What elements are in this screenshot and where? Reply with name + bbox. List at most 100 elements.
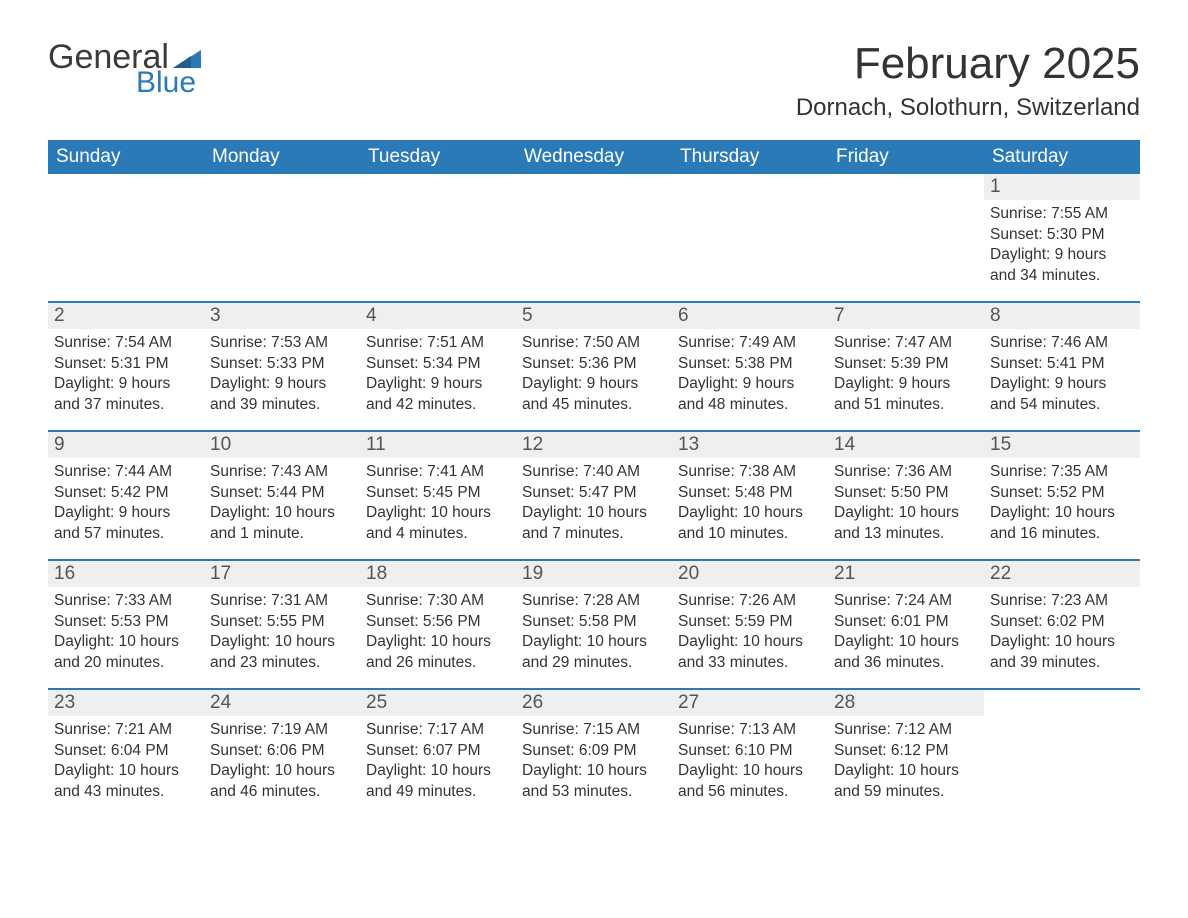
day-content: Sunrise: 7:30 AMSunset: 5:56 PMDaylight:… xyxy=(360,587,516,679)
calendar-cell: 9Sunrise: 7:44 AMSunset: 5:42 PMDaylight… xyxy=(48,432,204,560)
day-content: Sunrise: 7:54 AMSunset: 5:31 PMDaylight:… xyxy=(48,329,204,421)
day-content: Sunrise: 7:28 AMSunset: 5:58 PMDaylight:… xyxy=(516,587,672,679)
day-content: Sunrise: 7:33 AMSunset: 5:53 PMDaylight:… xyxy=(48,587,204,679)
brand-blue: Blue xyxy=(136,68,201,98)
day-content: Sunrise: 7:44 AMSunset: 5:42 PMDaylight:… xyxy=(48,458,204,550)
weekday-header: Tuesday xyxy=(360,140,516,174)
calendar-cell: 28Sunrise: 7:12 AMSunset: 6:12 PMDayligh… xyxy=(828,690,984,818)
day-number: 11 xyxy=(360,432,516,458)
weekday-header: Wednesday xyxy=(516,140,672,174)
calendar-cell xyxy=(360,174,516,302)
day-content: Sunrise: 7:12 AMSunset: 6:12 PMDaylight:… xyxy=(828,716,984,808)
calendar-week: 2Sunrise: 7:54 AMSunset: 5:31 PMDaylight… xyxy=(48,303,1140,431)
day-number xyxy=(204,174,360,200)
calendar-cell: 27Sunrise: 7:13 AMSunset: 6:10 PMDayligh… xyxy=(672,690,828,818)
calendar-week: 16Sunrise: 7:33 AMSunset: 5:53 PMDayligh… xyxy=(48,561,1140,689)
calendar-cell: 7Sunrise: 7:47 AMSunset: 5:39 PMDaylight… xyxy=(828,303,984,431)
day-number xyxy=(516,174,672,200)
day-number xyxy=(672,174,828,200)
day-content: Sunrise: 7:53 AMSunset: 5:33 PMDaylight:… xyxy=(204,329,360,421)
day-content: Sunrise: 7:55 AMSunset: 5:30 PMDaylight:… xyxy=(984,200,1140,292)
day-number: 3 xyxy=(204,303,360,329)
calendar-cell: 13Sunrise: 7:38 AMSunset: 5:48 PMDayligh… xyxy=(672,432,828,560)
day-content: Sunrise: 7:49 AMSunset: 5:38 PMDaylight:… xyxy=(672,329,828,421)
day-content: Sunrise: 7:40 AMSunset: 5:47 PMDaylight:… xyxy=(516,458,672,550)
calendar-table: Sunday Monday Tuesday Wednesday Thursday… xyxy=(48,140,1140,818)
calendar-cell: 20Sunrise: 7:26 AMSunset: 5:59 PMDayligh… xyxy=(672,561,828,689)
day-content: Sunrise: 7:13 AMSunset: 6:10 PMDaylight:… xyxy=(672,716,828,808)
calendar-cell: 4Sunrise: 7:51 AMSunset: 5:34 PMDaylight… xyxy=(360,303,516,431)
day-number: 10 xyxy=(204,432,360,458)
calendar-cell: 6Sunrise: 7:49 AMSunset: 5:38 PMDaylight… xyxy=(672,303,828,431)
calendar-cell: 23Sunrise: 7:21 AMSunset: 6:04 PMDayligh… xyxy=(48,690,204,818)
day-content: Sunrise: 7:31 AMSunset: 5:55 PMDaylight:… xyxy=(204,587,360,679)
calendar-cell xyxy=(48,174,204,302)
day-content: Sunrise: 7:26 AMSunset: 5:59 PMDaylight:… xyxy=(672,587,828,679)
calendar-cell: 1Sunrise: 7:55 AMSunset: 5:30 PMDaylight… xyxy=(984,174,1140,302)
day-content: Sunrise: 7:50 AMSunset: 5:36 PMDaylight:… xyxy=(516,329,672,421)
day-content: Sunrise: 7:19 AMSunset: 6:06 PMDaylight:… xyxy=(204,716,360,808)
calendar-week: 1Sunrise: 7:55 AMSunset: 5:30 PMDaylight… xyxy=(48,174,1140,302)
day-number: 8 xyxy=(984,303,1140,329)
calendar-cell: 2Sunrise: 7:54 AMSunset: 5:31 PMDaylight… xyxy=(48,303,204,431)
calendar-cell: 8Sunrise: 7:46 AMSunset: 5:41 PMDaylight… xyxy=(984,303,1140,431)
calendar-cell: 18Sunrise: 7:30 AMSunset: 5:56 PMDayligh… xyxy=(360,561,516,689)
day-number xyxy=(984,690,1140,716)
day-number: 14 xyxy=(828,432,984,458)
calendar-cell xyxy=(516,174,672,302)
day-number: 22 xyxy=(984,561,1140,587)
day-content: Sunrise: 7:21 AMSunset: 6:04 PMDaylight:… xyxy=(48,716,204,808)
day-content xyxy=(516,200,672,210)
calendar-cell xyxy=(672,174,828,302)
location: Dornach, Solothurn, Switzerland xyxy=(796,94,1140,122)
month-title: February 2025 xyxy=(796,40,1140,88)
calendar-cell: 17Sunrise: 7:31 AMSunset: 5:55 PMDayligh… xyxy=(204,561,360,689)
calendar-cell xyxy=(828,174,984,302)
calendar-week: 23Sunrise: 7:21 AMSunset: 6:04 PMDayligh… xyxy=(48,690,1140,818)
day-content: Sunrise: 7:47 AMSunset: 5:39 PMDaylight:… xyxy=(828,329,984,421)
day-number xyxy=(360,174,516,200)
title-block: February 2025 Dornach, Solothurn, Switze… xyxy=(796,40,1140,122)
day-number: 26 xyxy=(516,690,672,716)
day-number: 13 xyxy=(672,432,828,458)
day-number: 24 xyxy=(204,690,360,716)
day-number: 21 xyxy=(828,561,984,587)
day-number: 17 xyxy=(204,561,360,587)
day-content: Sunrise: 7:41 AMSunset: 5:45 PMDaylight:… xyxy=(360,458,516,550)
day-content xyxy=(984,716,1140,726)
weekday-header: Thursday xyxy=(672,140,828,174)
day-number: 19 xyxy=(516,561,672,587)
calendar-cell: 14Sunrise: 7:36 AMSunset: 5:50 PMDayligh… xyxy=(828,432,984,560)
day-content: Sunrise: 7:24 AMSunset: 6:01 PMDaylight:… xyxy=(828,587,984,679)
calendar-cell: 21Sunrise: 7:24 AMSunset: 6:01 PMDayligh… xyxy=(828,561,984,689)
calendar-cell: 11Sunrise: 7:41 AMSunset: 5:45 PMDayligh… xyxy=(360,432,516,560)
day-content: Sunrise: 7:46 AMSunset: 5:41 PMDaylight:… xyxy=(984,329,1140,421)
calendar-cell: 22Sunrise: 7:23 AMSunset: 6:02 PMDayligh… xyxy=(984,561,1140,689)
day-content: Sunrise: 7:23 AMSunset: 6:02 PMDaylight:… xyxy=(984,587,1140,679)
day-number: 20 xyxy=(672,561,828,587)
day-number: 5 xyxy=(516,303,672,329)
weekday-header-row: Sunday Monday Tuesday Wednesday Thursday… xyxy=(48,140,1140,174)
calendar-cell: 10Sunrise: 7:43 AMSunset: 5:44 PMDayligh… xyxy=(204,432,360,560)
day-content xyxy=(360,200,516,210)
day-number: 9 xyxy=(48,432,204,458)
day-content xyxy=(204,200,360,210)
day-number: 23 xyxy=(48,690,204,716)
weekday-header: Sunday xyxy=(48,140,204,174)
calendar-cell: 24Sunrise: 7:19 AMSunset: 6:06 PMDayligh… xyxy=(204,690,360,818)
day-content: Sunrise: 7:51 AMSunset: 5:34 PMDaylight:… xyxy=(360,329,516,421)
weekday-header: Friday xyxy=(828,140,984,174)
calendar-cell: 12Sunrise: 7:40 AMSunset: 5:47 PMDayligh… xyxy=(516,432,672,560)
day-number: 2 xyxy=(48,303,204,329)
calendar-cell: 15Sunrise: 7:35 AMSunset: 5:52 PMDayligh… xyxy=(984,432,1140,560)
day-number xyxy=(828,174,984,200)
calendar-cell: 19Sunrise: 7:28 AMSunset: 5:58 PMDayligh… xyxy=(516,561,672,689)
day-number xyxy=(48,174,204,200)
calendar-cell: 26Sunrise: 7:15 AMSunset: 6:09 PMDayligh… xyxy=(516,690,672,818)
day-number: 15 xyxy=(984,432,1140,458)
day-content: Sunrise: 7:15 AMSunset: 6:09 PMDaylight:… xyxy=(516,716,672,808)
day-number: 25 xyxy=(360,690,516,716)
weekday-header: Saturday xyxy=(984,140,1140,174)
day-content: Sunrise: 7:38 AMSunset: 5:48 PMDaylight:… xyxy=(672,458,828,550)
day-number: 4 xyxy=(360,303,516,329)
